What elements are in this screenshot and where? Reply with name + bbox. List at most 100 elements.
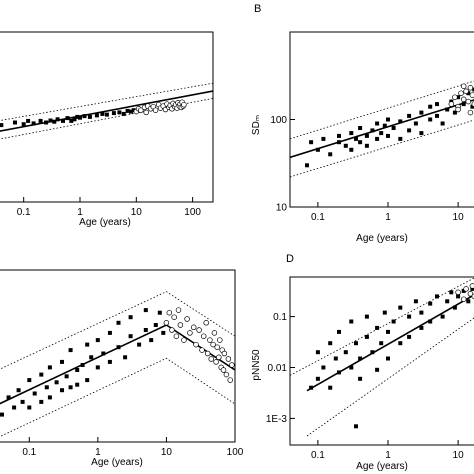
panel-c-point-filled-33 <box>128 334 133 339</box>
panel-a-point-filled-21 <box>111 111 116 116</box>
panel-b-point-filled-13 <box>364 133 369 138</box>
panel-d-point-filled-18 <box>370 350 375 355</box>
panel-b-ytick-label-1: 100 <box>270 115 287 126</box>
panel-d-point-filled-28 <box>407 314 412 319</box>
panel-c-point-filled-22 <box>85 378 90 383</box>
panel-c-point-open-3 <box>171 314 177 320</box>
panel-d-band-1 <box>306 317 474 437</box>
panel-d-ytick-label-0: 1E-3 <box>266 414 288 425</box>
panel-c: 0.1 1 10 100 Age (years) <box>0 269 244 468</box>
panel-d-point-filled-26 <box>398 341 403 346</box>
panel-b-point-open-1 <box>452 94 458 100</box>
panel-d-point-filled-9 <box>343 350 348 355</box>
panel-d-xtick-label-2: 10 <box>453 450 465 461</box>
panel-a-point-filled-25 <box>128 109 133 114</box>
panel-a-point-open-27 <box>181 101 187 108</box>
panel-d-point-filled-23 <box>386 329 390 334</box>
panel-d-point-filled-37 <box>445 299 450 304</box>
panel-b-xlabel: Age (years) <box>356 233 408 244</box>
panel-a-point-filled-5 <box>38 118 43 123</box>
panel-d-ytick-label-1: 0.01 <box>268 363 288 374</box>
panel-b-frame <box>289 31 474 208</box>
panel-b-point-filled-26 <box>407 128 412 133</box>
panel-d-point-filled-17 <box>364 314 369 319</box>
panel-c-xtick-label-0: 0.1 <box>22 447 36 458</box>
panel-a-point-open-4 <box>143 109 149 116</box>
panel-d-xtick-label-0: 0.1 <box>311 450 325 461</box>
panel-a-xtick-label-0: 0.1 <box>17 207 31 218</box>
panel-a-point-filled-14 <box>75 114 80 119</box>
panel-d-point-filled-29 <box>407 334 412 339</box>
panel-c-point-filled-37 <box>143 308 148 313</box>
panel-b-point-filled-27 <box>413 121 418 126</box>
panel-b-point-filled-17 <box>375 121 380 126</box>
panel-d-point-open-3 <box>467 291 474 297</box>
panel-b-point-filled-29 <box>419 131 424 136</box>
panel-c-point-open-4 <box>173 333 180 339</box>
panel-c-point-filled-26 <box>95 338 100 343</box>
panel-b-point-open-6 <box>465 98 472 105</box>
panel-b-xtick-label-2: 10 <box>453 212 465 223</box>
panel-d-point-filled-12 <box>354 424 358 429</box>
panel-b-point-filled-8 <box>349 131 354 136</box>
panel-b-point-filled-35 <box>445 107 450 112</box>
panel-a-xlabel: Age (years) <box>79 217 131 228</box>
panel-a-point-open-8 <box>152 107 159 113</box>
panel-d-point-filled-27 <box>398 305 403 310</box>
panel-d-point-filled-14 <box>358 356 363 361</box>
panel-c-point-filled-17 <box>68 385 73 390</box>
panel-a-point-filled-19 <box>100 111 105 116</box>
panel-c-xtick-label-1: 1 <box>95 447 101 458</box>
panel-d-point-filled-32 <box>419 310 424 315</box>
panel-b-ytick-label-0: 10 <box>276 203 288 214</box>
panel-b-point-filled-0 <box>305 163 309 168</box>
panel-a-point-filled-16 <box>82 114 87 119</box>
panel-d-point-filled-3 <box>321 365 326 370</box>
panel-b-point-filled-4 <box>328 152 333 157</box>
panel-c-point-open-14 <box>200 333 207 339</box>
panel-c-point-filled-23 <box>85 342 90 347</box>
panel-a-point-filled-22 <box>117 110 122 115</box>
panel-c-xlabel: Age (years) <box>91 457 143 468</box>
panel-c-point-open-11 <box>193 341 199 348</box>
panel-b-point-filled-16 <box>375 136 380 141</box>
panel-d-point-filled-0 <box>309 385 314 390</box>
panel-c-point-filled-15 <box>60 388 64 393</box>
panel-d-point-filled-36 <box>440 314 445 319</box>
panel-a-xtick-label-3: 100 <box>184 207 201 218</box>
panel-c-point-open-28 <box>221 350 228 357</box>
panel-b-point-filled-7 <box>343 143 348 148</box>
panel-b-point-filled-33 <box>435 102 439 107</box>
panel-d-point-filled-31 <box>419 325 424 330</box>
panel-c-point-open-9 <box>187 330 193 336</box>
panel-d-point-filled-19 <box>375 325 380 330</box>
panel-a-point-filled-18 <box>94 113 99 118</box>
panel-c-point-filled-36 <box>143 328 148 332</box>
panel-c-point-open-2 <box>169 327 175 333</box>
panel-d-point-filled-22 <box>382 310 387 315</box>
panel-b-point-filled-21 <box>386 117 390 122</box>
panel-a-band-0 <box>0 82 213 121</box>
panel-d-point-filled-5 <box>328 385 333 390</box>
panel-a-point-open-2 <box>138 107 144 113</box>
panel-d-xlabel: Age (years) <box>356 461 408 472</box>
panel-a-point-filled-7 <box>48 118 53 123</box>
panel-d-letter: D <box>286 253 294 265</box>
panel-d-point-filled-43 <box>470 286 474 291</box>
panel-c-point-open-29 <box>223 371 230 378</box>
panel-c-point-open-0 <box>163 320 170 326</box>
panel-d-point-filled-16 <box>364 334 369 339</box>
panel-d-frame <box>289 276 474 446</box>
panel-a-point-filled-1 <box>13 120 17 125</box>
panel-c-point-filled-3 <box>16 388 21 393</box>
panel-d-point-filled-25 <box>391 319 396 324</box>
panel-b-point-filled-30 <box>428 117 433 122</box>
panel-b-point-filled-19 <box>382 123 387 128</box>
panel-d-point-filled-1 <box>315 350 320 355</box>
panel-c-point-filled-12 <box>47 395 52 400</box>
panel-b-point-open-10 <box>460 83 467 89</box>
panel-b-point-open-3 <box>458 90 464 96</box>
panel-a-point-filled-24 <box>125 108 130 113</box>
panel-c-point-filled-20 <box>75 382 80 387</box>
panel-d-point-open-4 <box>469 283 474 289</box>
